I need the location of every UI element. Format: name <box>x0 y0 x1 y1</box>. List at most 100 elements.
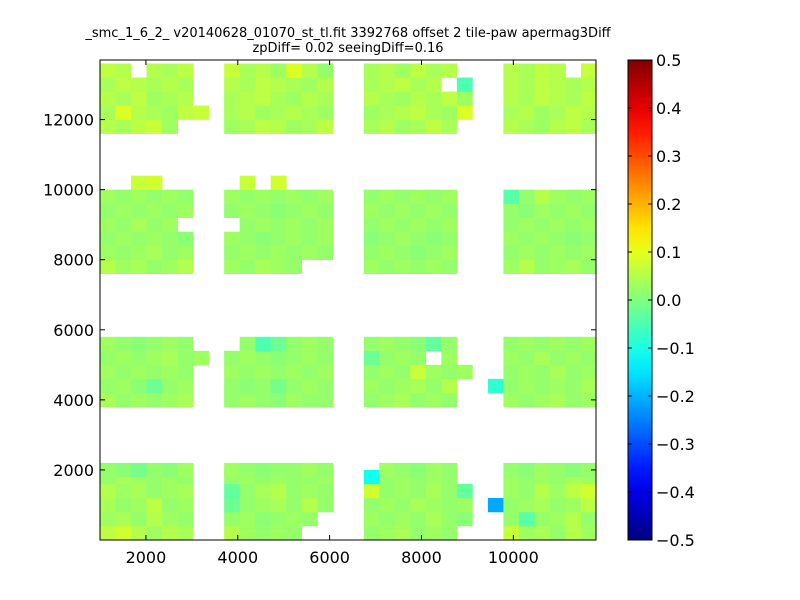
heatmap-cell <box>286 497 303 513</box>
heatmap-cell <box>317 105 334 120</box>
heatmap-cell <box>394 392 411 408</box>
heatmap-cell <box>581 497 597 513</box>
heatmap-cell <box>162 378 178 394</box>
heatmap-cell <box>549 525 566 541</box>
heatmap-cell <box>425 105 442 120</box>
heatmap-cell <box>425 77 442 92</box>
heatmap-cell <box>410 63 427 78</box>
heatmap-cell <box>363 259 380 275</box>
heatmap-cell <box>131 497 147 513</box>
heatmap-cell <box>255 63 271 78</box>
heatmap-cell <box>379 392 396 408</box>
heatmap-cell <box>581 119 597 134</box>
heatmap-cell <box>394 77 411 92</box>
heatmap-cell <box>162 259 178 275</box>
heatmap-cell <box>534 217 551 232</box>
y-tick-label: 4000 <box>53 391 94 410</box>
heatmap-cell <box>363 217 380 232</box>
heatmap-cell <box>565 203 582 218</box>
heatmap-cell <box>224 483 240 499</box>
colorbar-tick-label: −0.4 <box>656 483 695 502</box>
heatmap-cell <box>565 91 582 106</box>
heatmap-cell <box>255 91 271 106</box>
heatmap-cell <box>581 350 597 366</box>
heatmap-cell <box>410 105 427 120</box>
heatmap-cell <box>239 91 256 106</box>
heatmap-cell <box>394 378 411 394</box>
heatmap-cell <box>518 63 535 78</box>
colorbar-tick-label: 0.1 <box>656 243 681 262</box>
heatmap-cell <box>534 105 551 120</box>
heatmap-cell <box>239 378 256 394</box>
heatmap-cell <box>317 77 334 92</box>
heatmap-cell <box>534 91 551 106</box>
heatmap-cell <box>425 483 442 499</box>
heatmap-cell <box>115 203 132 218</box>
heatmap-cell <box>394 231 411 246</box>
heatmap-cell <box>162 189 178 204</box>
heatmap-cell <box>549 231 566 246</box>
heatmap-cell <box>177 350 194 366</box>
heatmap-cell <box>131 259 147 275</box>
colorbar-tick-label: 0.3 <box>656 147 681 166</box>
heatmap-cell <box>363 364 380 380</box>
heatmap-cell <box>177 189 194 204</box>
heatmap-cell <box>503 245 520 260</box>
heatmap-cell <box>301 497 318 513</box>
colorbar: 0.5 0.4 0.3 0.2 0.1 0.0 −0.1 −0.2 −0.3 −0.4 −0.5 <box>627 51 695 550</box>
heatmap-cell <box>115 217 132 232</box>
heatmap-cell <box>100 119 116 134</box>
heatmap-cell <box>239 511 256 527</box>
heatmap-cell <box>534 511 551 527</box>
heatmap-cell <box>581 217 597 232</box>
heatmap-cell <box>301 245 318 260</box>
heatmap-cell <box>549 462 566 478</box>
heatmap-cell <box>301 119 318 134</box>
heatmap-cell <box>441 203 458 218</box>
heatmap-cell <box>410 336 427 352</box>
heatmap-cell <box>100 77 116 92</box>
heatmap-cell <box>131 245 147 260</box>
heatmap-cell <box>410 119 427 134</box>
heatmap-cell <box>317 91 334 106</box>
heatmap-cell <box>317 483 334 499</box>
heatmap-cell <box>224 259 240 275</box>
heatmap-cell <box>115 511 132 527</box>
chart-title-line-2: zpDiff= 0.02 seeingDiff=0.16 <box>252 41 443 56</box>
heatmap-cell <box>115 336 132 352</box>
heatmap-cell <box>549 119 566 134</box>
heatmap-cell <box>363 525 380 541</box>
heatmap-cell <box>379 203 396 218</box>
heatmap-cell <box>224 525 240 541</box>
heatmap-cell <box>115 105 132 120</box>
heatmap-cell <box>239 336 256 352</box>
heatmap-cell <box>177 203 194 218</box>
heatmap-cell <box>581 378 597 394</box>
heatmap-cell <box>224 105 240 120</box>
heatmap-cell <box>270 77 287 92</box>
heatmap-cell <box>270 259 287 275</box>
heatmap-cell <box>379 336 396 352</box>
heatmap-cell <box>394 259 411 275</box>
y-tick-label: 12000 <box>43 111 94 130</box>
heatmap-cell <box>301 392 318 408</box>
heatmap-cell <box>100 217 116 232</box>
heatmap-cell <box>162 350 178 366</box>
heatmap-cell <box>131 483 147 499</box>
heatmap-cell <box>363 231 380 246</box>
heatmap-cell <box>301 511 318 527</box>
heatmap-cell <box>379 189 396 204</box>
heatmap-cell <box>131 392 147 408</box>
heatmap-cell <box>581 511 597 527</box>
heatmap-cell <box>239 175 256 190</box>
heatmap-cell <box>224 392 240 408</box>
heatmap-cell <box>581 336 597 352</box>
heatmap-cell <box>115 378 132 394</box>
heatmap-cell <box>425 364 442 380</box>
heatmap-cell <box>100 462 116 478</box>
heatmap-cell <box>239 189 256 204</box>
heatmap-cell <box>425 336 442 352</box>
heatmap-cell <box>239 77 256 92</box>
heatmap-cell <box>239 231 256 246</box>
heatmap-cell <box>131 364 147 380</box>
